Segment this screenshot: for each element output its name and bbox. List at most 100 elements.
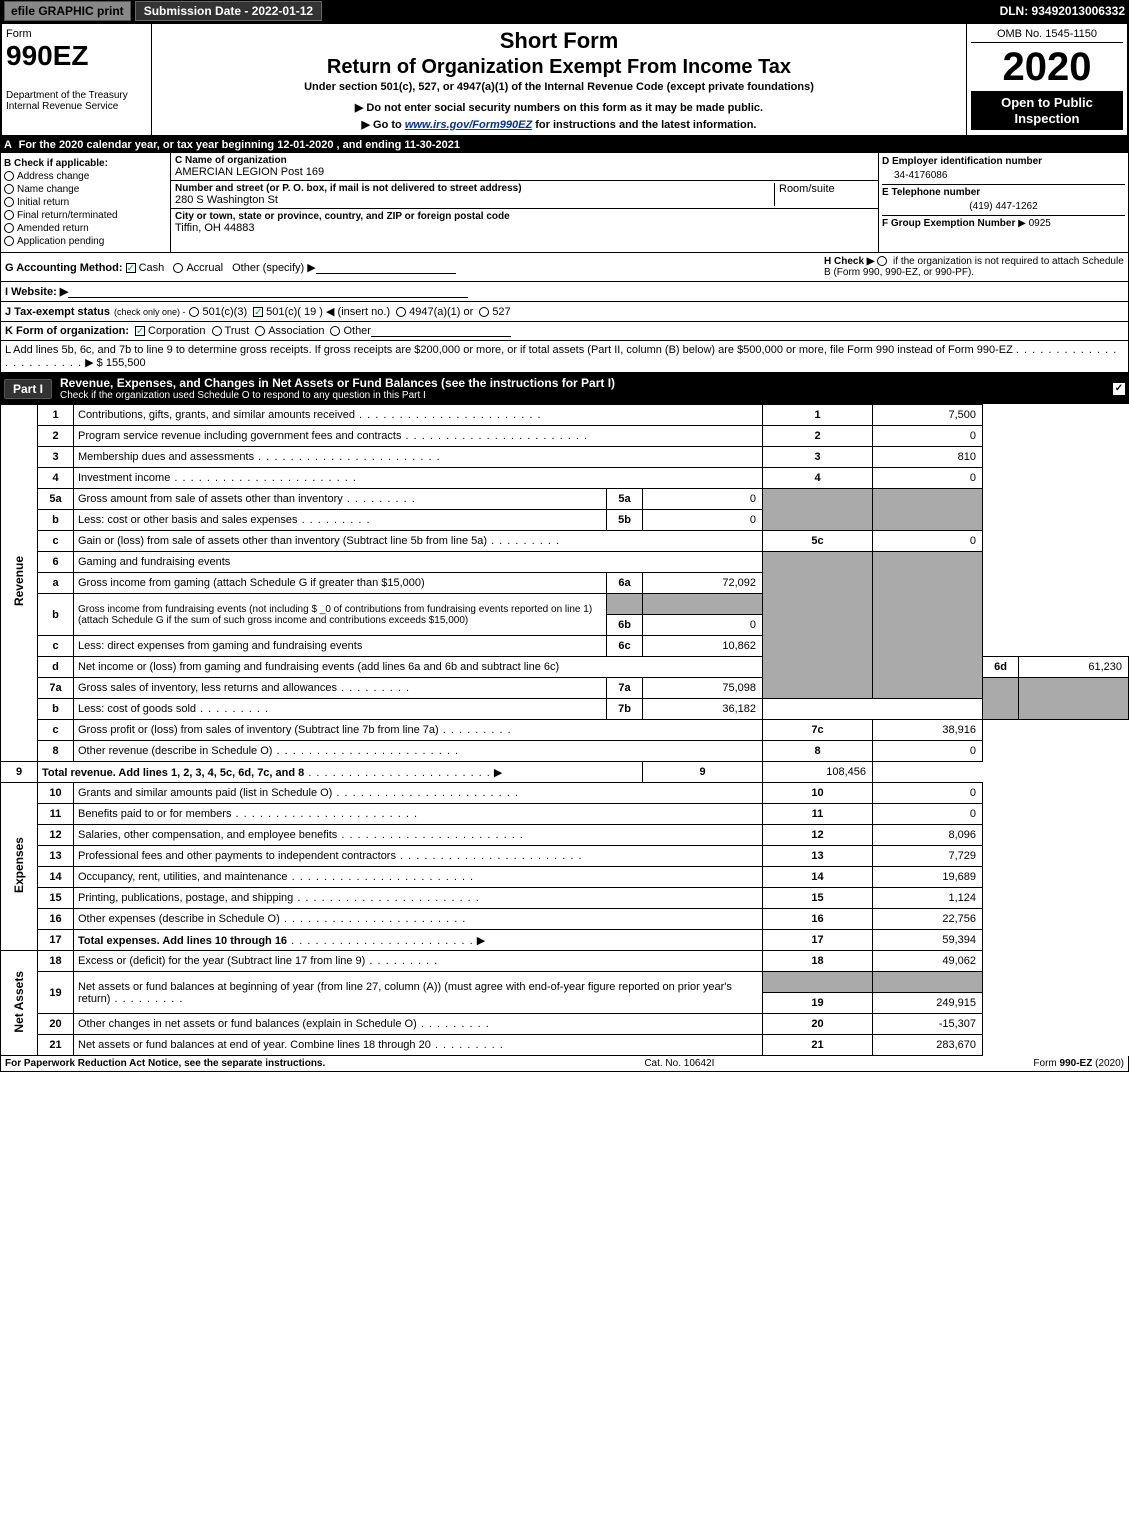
row-num: 21: [38, 1035, 74, 1056]
sub-ln: 5a: [607, 489, 643, 510]
addr-value: 280 S Washington St: [175, 194, 774, 206]
sub-ln: 5b: [607, 510, 643, 531]
j-501c-checkbox[interactable]: [253, 307, 263, 317]
row-ln: 13: [763, 846, 873, 867]
j-4947-checkbox[interactable]: [396, 307, 406, 317]
part1-header: Part I Revenue, Expenses, and Changes in…: [0, 373, 1129, 404]
line-k-row: K Form of organization: Corporation Trus…: [0, 322, 1129, 341]
k-other-blank[interactable]: [371, 325, 511, 337]
header-middle: Short Form Return of Organization Exempt…: [152, 24, 967, 135]
row-num: 1: [38, 405, 74, 426]
row-desc: Membership dues and assessments: [74, 447, 763, 468]
row-ln: 10: [763, 783, 873, 804]
k-assoc-checkbox[interactable]: [255, 326, 265, 336]
instructions-link-row: ▶ Go to www.irs.gov/Form990EZ for instru…: [160, 118, 958, 131]
final-return-checkbox[interactable]: [4, 210, 14, 220]
return-subtitle: Under section 501(c), 527, or 4947(a)(1)…: [160, 81, 958, 93]
row-num: c: [38, 720, 74, 741]
irs-link[interactable]: www.irs.gov/Form990EZ: [405, 119, 532, 131]
row-num: 16: [38, 909, 74, 930]
line-a-text: For the 2020 calendar year, or tax year …: [19, 139, 460, 151]
h-checkbox[interactable]: [877, 256, 887, 266]
l-arrow: ▶: [85, 357, 93, 369]
j-opt4: 527: [492, 306, 510, 318]
address-change-checkbox[interactable]: [4, 171, 14, 181]
j-501c3-checkbox[interactable]: [189, 307, 199, 317]
row-ln: 20: [763, 1014, 873, 1035]
f-label: F Group Exemption Number: [882, 218, 1015, 229]
line-a-row: A For the 2020 calendar year, or tax yea…: [0, 137, 1129, 153]
k-trust-checkbox[interactable]: [212, 326, 222, 336]
row-desc: Gross profit or (loss) from sales of inv…: [74, 720, 763, 741]
k-assoc: Association: [268, 325, 324, 337]
part1-note: Check if the organization used Schedule …: [60, 390, 1113, 401]
row-num: 13: [38, 846, 74, 867]
row-desc: Less: cost or other basis and sales expe…: [74, 510, 607, 531]
sub-amt: 75,098: [643, 678, 763, 699]
column-b: B Check if applicable: Address change Na…: [1, 153, 171, 252]
part1-table: Revenue 1 Contributions, gifts, grants, …: [0, 404, 1129, 1056]
j-527-checkbox[interactable]: [479, 307, 489, 317]
footer-right: Form 990-EZ (2020): [1033, 1058, 1124, 1069]
sub-amt: 72,092: [643, 573, 763, 594]
row-ln: 3: [763, 447, 873, 468]
short-form-title: Short Form: [160, 28, 958, 54]
b-label: B Check if applicable:: [4, 158, 167, 169]
accrual-checkbox[interactable]: [173, 263, 183, 273]
org-name: AMERCIAN LEGION Post 169: [175, 166, 324, 178]
amended-return-checkbox[interactable]: [4, 223, 14, 233]
l-text: L Add lines 5b, 6c, and 7b to line 9 to …: [5, 344, 1013, 356]
check-initial-return: Initial return: [17, 197, 69, 208]
sub-ln: 7b: [607, 699, 643, 720]
header-right: OMB No. 1545-1150 2020 Open to Public In…: [967, 24, 1127, 135]
top-bar: efile GRAPHIC print Submission Date - 20…: [0, 0, 1129, 22]
form-number: 990EZ: [6, 40, 147, 72]
row-desc: Gross amount from sale of assets other t…: [74, 489, 607, 510]
cash-checkbox[interactable]: [126, 263, 136, 273]
website-blank[interactable]: [68, 286, 468, 298]
i-label: I Website: ▶: [5, 285, 68, 298]
row-amt: 0: [873, 468, 983, 489]
k-other-checkbox[interactable]: [330, 326, 340, 336]
row-ln: 19: [763, 993, 873, 1014]
g-accrual: Accrual: [186, 262, 223, 274]
sub-ln: 6a: [607, 573, 643, 594]
row-desc: Grants and similar amounts paid (list in…: [74, 783, 763, 804]
row-num: 9: [1, 762, 38, 783]
row-num: d: [38, 657, 74, 678]
efile-button[interactable]: efile GRAPHIC print: [4, 1, 131, 21]
schedule-o-checkbox[interactable]: ✓: [1113, 383, 1125, 395]
footer-row: For Paperwork Reduction Act Notice, see …: [0, 1056, 1129, 1072]
row-ln: 16: [763, 909, 873, 930]
row-num: 14: [38, 867, 74, 888]
initial-return-checkbox[interactable]: [4, 197, 14, 207]
row-amt: 61,230: [1019, 657, 1129, 678]
link-prefix: ▶ Go to: [362, 119, 405, 131]
k-corp-checkbox[interactable]: [135, 326, 145, 336]
row-num: 20: [38, 1014, 74, 1035]
name-change-checkbox[interactable]: [4, 184, 14, 194]
netassets-section-label: Net Assets: [1, 951, 38, 1056]
row-amt: 0: [873, 426, 983, 447]
row-ln: 7c: [763, 720, 873, 741]
other-specify-blank[interactable]: [316, 262, 456, 274]
row-desc: Professional fees and other payments to …: [74, 846, 763, 867]
omb-number: OMB No. 1545-1150: [971, 28, 1123, 43]
row-ln: 9: [643, 762, 763, 783]
tax-year: 2020: [971, 47, 1123, 87]
row-desc: Net assets or fund balances at beginning…: [74, 972, 763, 1014]
line-g: G Accounting Method: Cash Accrual Other …: [5, 261, 456, 274]
application-pending-checkbox[interactable]: [4, 236, 14, 246]
line-l-row: L Add lines 5b, 6c, and 7b to line 9 to …: [0, 341, 1129, 373]
row-num: 18: [38, 951, 74, 972]
row-desc: Less: direct expenses from gaming and fu…: [74, 636, 607, 657]
j-note: (check only one) -: [114, 307, 186, 317]
row-desc: Gaming and fundraising events: [74, 552, 763, 573]
room-suite-label: Room/suite: [774, 183, 874, 206]
row-num: 4: [38, 468, 74, 489]
j-opt3: 4947(a)(1) or: [409, 306, 473, 318]
section-bcdef: B Check if applicable: Address change Na…: [0, 153, 1129, 253]
g-cash: Cash: [139, 262, 165, 274]
dln-label: DLN: 93492013006332: [1000, 4, 1125, 18]
footer-cat-no: Cat. No. 10642I: [644, 1058, 714, 1069]
